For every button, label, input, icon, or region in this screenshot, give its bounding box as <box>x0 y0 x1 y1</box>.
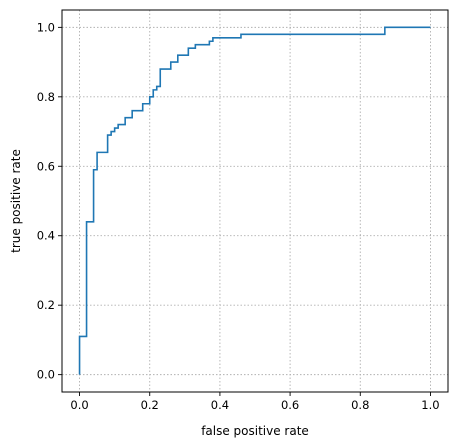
x-tick-label: 0.2 <box>141 398 159 412</box>
grid <box>62 10 448 392</box>
x-tick-label: 0.8 <box>351 398 369 412</box>
x-tick-label: 0.4 <box>211 398 229 412</box>
x-axis: 0.0 0.2 0.4 0.6 0.8 1.0 <box>70 392 440 412</box>
x-tick-label: 0.6 <box>281 398 299 412</box>
plot-frame <box>61 9 449 393</box>
roc-curve-line <box>78 26 431 375</box>
x-axis-label: false positive rate <box>201 424 309 438</box>
y-axis: 0.0 0.2 0.4 0.6 0.8 1.0 <box>37 20 62 382</box>
y-tick-label: 0.2 <box>37 298 55 312</box>
x-tick-label: 0.0 <box>70 398 88 412</box>
y-tick-label: 1.0 <box>37 20 55 34</box>
series-layer <box>78 26 431 375</box>
y-tick-label: 0.6 <box>37 159 55 173</box>
y-tick-label: 0.4 <box>37 229 55 243</box>
y-tick-label: 0.0 <box>37 368 55 382</box>
x-tick-label: 1.0 <box>421 398 439 412</box>
y-tick-label: 0.8 <box>37 90 55 104</box>
y-axis-label: true positive rate <box>9 149 23 253</box>
